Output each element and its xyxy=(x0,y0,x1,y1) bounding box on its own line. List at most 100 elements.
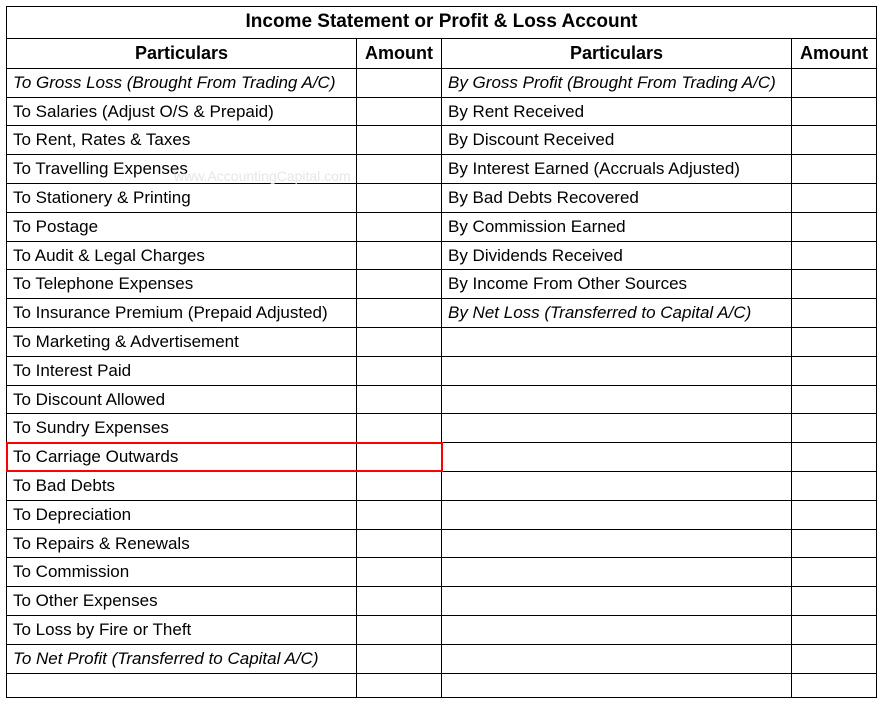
table-row: To Commission xyxy=(7,558,877,587)
table-row: To Other Expenses xyxy=(7,587,877,616)
right-amount-cell xyxy=(792,327,877,356)
left-amount-cell xyxy=(357,500,442,529)
table-row: To Carriage Outwards xyxy=(7,443,877,472)
right-particulars-cell: By Discount Received xyxy=(442,126,792,155)
left-particulars-cell: To Loss by Fire or Theft xyxy=(7,615,357,644)
left-amount-cell xyxy=(357,126,442,155)
right-particulars-cell: By Rent Received xyxy=(442,97,792,126)
table-title: Income Statement or Profit & Loss Accoun… xyxy=(7,7,877,39)
right-amount-cell xyxy=(792,126,877,155)
right-amount-cell xyxy=(792,644,877,673)
left-particulars-cell: To Audit & Legal Charges xyxy=(7,241,357,270)
table-row: To Gross Loss (Brought From Trading A/C)… xyxy=(7,68,877,97)
right-particulars-cell: By Income From Other Sources xyxy=(442,270,792,299)
left-amount-cell xyxy=(357,414,442,443)
right-particulars-cell xyxy=(442,673,792,697)
right-amount-cell xyxy=(792,615,877,644)
table-row xyxy=(7,673,877,697)
table-row: To Interest Paid xyxy=(7,356,877,385)
left-particulars-cell: To Postage xyxy=(7,212,357,241)
right-particulars-cell xyxy=(442,356,792,385)
left-particulars-cell: To Insurance Premium (Prepaid Adjusted) xyxy=(7,299,357,328)
table-row: To Rent, Rates & TaxesBy Discount Receiv… xyxy=(7,126,877,155)
left-amount-cell xyxy=(357,270,442,299)
left-particulars-cell: To Sundry Expenses xyxy=(7,414,357,443)
table-row: To Marketing & Advertisement xyxy=(7,327,877,356)
left-amount-cell xyxy=(357,443,442,472)
table-row: To Bad Debts xyxy=(7,471,877,500)
left-amount-cell xyxy=(357,558,442,587)
left-particulars-cell: To Telephone Expenses xyxy=(7,270,357,299)
table-row: To Net Profit (Transferred to Capital A/… xyxy=(7,644,877,673)
table-row: To Discount Allowed xyxy=(7,385,877,414)
left-amount-cell xyxy=(357,241,442,270)
left-particulars-cell: To Repairs & Renewals xyxy=(7,529,357,558)
left-amount-cell xyxy=(357,385,442,414)
table-row: To Loss by Fire or Theft xyxy=(7,615,877,644)
left-particulars-cell: To Commission xyxy=(7,558,357,587)
right-amount-cell xyxy=(792,356,877,385)
left-particulars-cell: To Net Profit (Transferred to Capital A/… xyxy=(7,644,357,673)
right-particulars-cell xyxy=(442,471,792,500)
header-right-particulars: Particulars xyxy=(442,38,792,68)
title-row: Income Statement or Profit & Loss Accoun… xyxy=(7,7,877,39)
left-particulars-cell: To Bad Debts xyxy=(7,471,357,500)
left-amount-cell xyxy=(357,587,442,616)
right-particulars-cell: By Bad Debts Recovered xyxy=(442,183,792,212)
table-row: To Travelling Expenses By Interest Earned… xyxy=(7,155,877,184)
right-particulars-cell xyxy=(442,529,792,558)
right-amount-cell xyxy=(792,97,877,126)
right-amount-cell xyxy=(792,500,877,529)
left-amount-cell xyxy=(357,529,442,558)
table-row: To Salaries (Adjust O/S & Prepaid)By Ren… xyxy=(7,97,877,126)
left-amount-cell xyxy=(357,212,442,241)
left-amount-cell xyxy=(357,673,442,697)
right-particulars-cell: By Gross Profit (Brought From Trading A/… xyxy=(442,68,792,97)
right-particulars-cell xyxy=(442,615,792,644)
left-particulars-cell: To Travelling Expenses xyxy=(7,155,357,184)
header-left-amount: Amount xyxy=(357,38,442,68)
left-particulars-cell: To Stationery & Printing xyxy=(7,183,357,212)
table-row: To Postage By Commission Earned xyxy=(7,212,877,241)
table-row: To Repairs & Renewals xyxy=(7,529,877,558)
right-amount-cell xyxy=(792,212,877,241)
table-row: To Audit & Legal Charges By Dividends Rec… xyxy=(7,241,877,270)
right-amount-cell xyxy=(792,183,877,212)
right-amount-cell xyxy=(792,673,877,697)
right-amount-cell xyxy=(792,385,877,414)
right-amount-cell xyxy=(792,471,877,500)
left-amount-cell xyxy=(357,183,442,212)
table-row: To Sundry Expenses xyxy=(7,414,877,443)
right-particulars-cell xyxy=(442,443,792,472)
left-particulars-cell: To Carriage Outwards xyxy=(7,443,357,472)
right-particulars-cell xyxy=(442,385,792,414)
left-amount-cell xyxy=(357,155,442,184)
right-particulars-cell: By Dividends Received xyxy=(442,241,792,270)
left-amount-cell xyxy=(357,327,442,356)
income-statement-table: Income Statement or Profit & Loss Accoun… xyxy=(6,6,877,698)
header-row: Particulars Amount Particulars Amount xyxy=(7,38,877,68)
right-amount-cell xyxy=(792,587,877,616)
right-particulars-cell: By Commission Earned xyxy=(442,212,792,241)
header-right-amount: Amount xyxy=(792,38,877,68)
right-amount-cell xyxy=(792,270,877,299)
income-statement-table-wrap: www.AccountingCapital.com Income Stateme… xyxy=(6,6,875,698)
right-particulars-cell xyxy=(442,644,792,673)
left-amount-cell xyxy=(357,644,442,673)
left-amount-cell xyxy=(357,97,442,126)
left-particulars-cell: To Interest Paid xyxy=(7,356,357,385)
right-particulars-cell xyxy=(442,500,792,529)
left-particulars-cell: To Discount Allowed xyxy=(7,385,357,414)
left-particulars-cell: To Depreciation xyxy=(7,500,357,529)
left-amount-cell xyxy=(357,615,442,644)
table-row: To Insurance Premium (Prepaid Adjusted)B… xyxy=(7,299,877,328)
right-particulars-cell: By Interest Earned (Accruals Adjusted) xyxy=(442,155,792,184)
right-amount-cell xyxy=(792,299,877,328)
table-row: To Depreciation xyxy=(7,500,877,529)
right-amount-cell xyxy=(792,241,877,270)
right-amount-cell xyxy=(792,414,877,443)
left-particulars-cell: To Other Expenses xyxy=(7,587,357,616)
right-amount-cell xyxy=(792,529,877,558)
right-particulars-cell xyxy=(442,327,792,356)
left-amount-cell xyxy=(357,471,442,500)
